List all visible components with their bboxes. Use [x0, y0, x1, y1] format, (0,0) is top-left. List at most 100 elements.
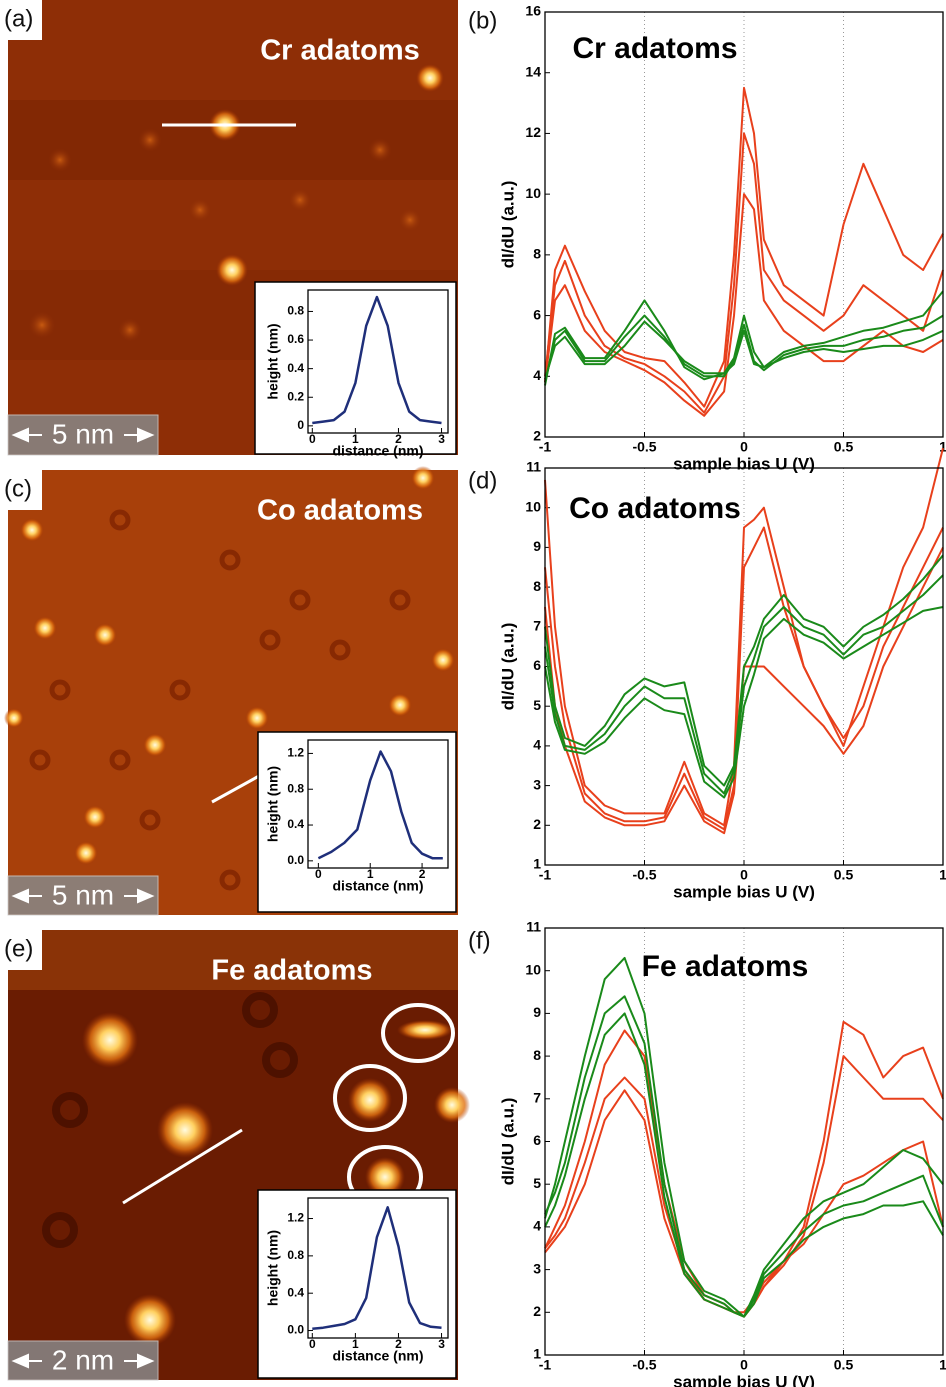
x-tick-label: 1 [367, 867, 374, 881]
y-axis-label: dI/dU (a.u.) [498, 623, 517, 711]
panel-label: (f) [468, 927, 491, 954]
scale-bar: 5 nm [52, 879, 114, 910]
y-tick-label: 0.2 [287, 389, 304, 403]
image-title: Co adatoms [257, 495, 423, 527]
y-tick-label: 1.2 [287, 746, 304, 760]
x-tick-label: -0.5 [632, 1357, 656, 1373]
x-tick-label: 0.5 [834, 867, 854, 883]
x-tick-label: -1 [539, 439, 552, 455]
x-tick-label: 1 [939, 439, 946, 455]
x-tick-label: 2 [395, 432, 402, 446]
x-tick-label: -1 [539, 1357, 552, 1373]
y-tick-label: 8 [533, 246, 541, 262]
plot-frame [307, 1197, 449, 1339]
y-tick-label: 4 [533, 367, 541, 383]
y-axis-label: height (nm) [265, 1230, 281, 1306]
y-tick-label: 6 [533, 306, 541, 322]
inset-frame [254, 281, 457, 455]
x-tick-label: 2 [395, 1337, 402, 1351]
data-line [544, 574, 944, 795]
y-tick-label: 0.0 [287, 1323, 304, 1337]
y-tick-label: 11 [526, 919, 541, 935]
y-tick-label: 6 [533, 657, 541, 673]
y-tick-label: 2 [533, 1303, 541, 1319]
y-tick-label: 11 [526, 459, 541, 475]
y-axis-label: height (nm) [265, 766, 281, 842]
inset-frame [257, 731, 457, 913]
x-tick-label: 0.5 [834, 1357, 854, 1373]
y-tick-label: 4 [533, 1218, 541, 1234]
x-tick-label: 2 [419, 867, 426, 881]
x-tick-label: 0 [740, 867, 748, 883]
y-tick-label: 0.6 [287, 332, 304, 346]
data-line [544, 1055, 944, 1318]
y-tick-label: 1.2 [287, 1211, 304, 1225]
panel-label: (e) [4, 935, 33, 962]
y-tick-label: 7 [533, 618, 541, 634]
data-line [312, 1206, 442, 1330]
panel-label: (c) [4, 475, 32, 502]
y-tick-label: 7 [533, 1090, 541, 1106]
x-tick-label: 3 [438, 432, 445, 446]
y-tick-label: 3 [533, 1260, 541, 1276]
x-axis-label: sample bias U (V) [673, 1372, 815, 1387]
data-line [544, 290, 944, 386]
x-tick-label: 0 [315, 867, 322, 881]
y-axis-label: dI/dU (a.u.) [498, 181, 517, 269]
x-tick-label: 0 [309, 432, 316, 446]
x-tick-label: 3 [438, 1337, 445, 1351]
y-tick-label: 12 [525, 124, 541, 140]
x-tick-label: -0.5 [632, 439, 656, 455]
y-tick-label: 8 [533, 1047, 541, 1063]
y-axis-label: dI/dU (a.u.) [498, 1098, 517, 1186]
y-tick-label: 2 [533, 428, 541, 444]
x-tick-label: 1 [939, 867, 946, 883]
x-axis-label: distance (nm) [332, 878, 423, 894]
y-tick-label: 10 [525, 185, 541, 201]
plot-frame [544, 11, 944, 438]
y-tick-label: 6 [533, 1132, 541, 1148]
data-line [544, 1089, 944, 1314]
panel-label: (a) [4, 5, 33, 32]
y-tick-label: 0.0 [287, 853, 304, 867]
data-line [544, 320, 944, 380]
panel-label: (d) [468, 467, 497, 494]
data-line [544, 554, 944, 787]
y-tick-label: 0.4 [287, 817, 304, 831]
y-tick-label: 0.4 [287, 361, 304, 375]
y-tick-label: 5 [533, 1175, 541, 1191]
y-tick-label: 0.8 [287, 1248, 304, 1262]
x-axis-label: sample bias U (V) [673, 454, 815, 473]
x-tick-label: 0 [740, 439, 748, 455]
plot-frame [544, 467, 944, 866]
y-tick-label: 16 [525, 3, 541, 19]
y-tick-label: 2 [533, 816, 541, 832]
data-line [544, 1012, 944, 1318]
y-tick-label: 4 [533, 737, 541, 753]
y-axis-label: height (nm) [265, 323, 281, 399]
data-line [544, 132, 944, 414]
data-line [544, 447, 944, 827]
x-tick-label: -1 [539, 867, 552, 883]
data-line [544, 86, 944, 408]
x-tick-label: 0 [309, 1337, 316, 1351]
chart-title: Cr adatoms [572, 32, 737, 65]
inset-frame [257, 1189, 457, 1379]
data-line [312, 295, 442, 425]
y-tick-label: 0.8 [287, 304, 304, 318]
y-tick-label: 1 [533, 1346, 541, 1362]
y-tick-label: 1 [533, 856, 541, 872]
y-tick-label: 8 [533, 578, 541, 594]
y-tick-label: 0 [297, 418, 304, 432]
x-tick-label: 0 [740, 1357, 748, 1373]
x-tick-label: 1 [352, 1337, 359, 1351]
image-title: Fe adatoms [211, 955, 372, 987]
y-tick-label: 3 [533, 776, 541, 792]
x-axis-label: distance (nm) [332, 1348, 423, 1364]
scale-bar: 2 nm [52, 1344, 114, 1375]
y-tick-label: 14 [525, 63, 541, 79]
y-tick-label: 9 [533, 1004, 541, 1020]
x-tick-label: 0.5 [834, 439, 854, 455]
panel-label: (b) [468, 7, 497, 34]
